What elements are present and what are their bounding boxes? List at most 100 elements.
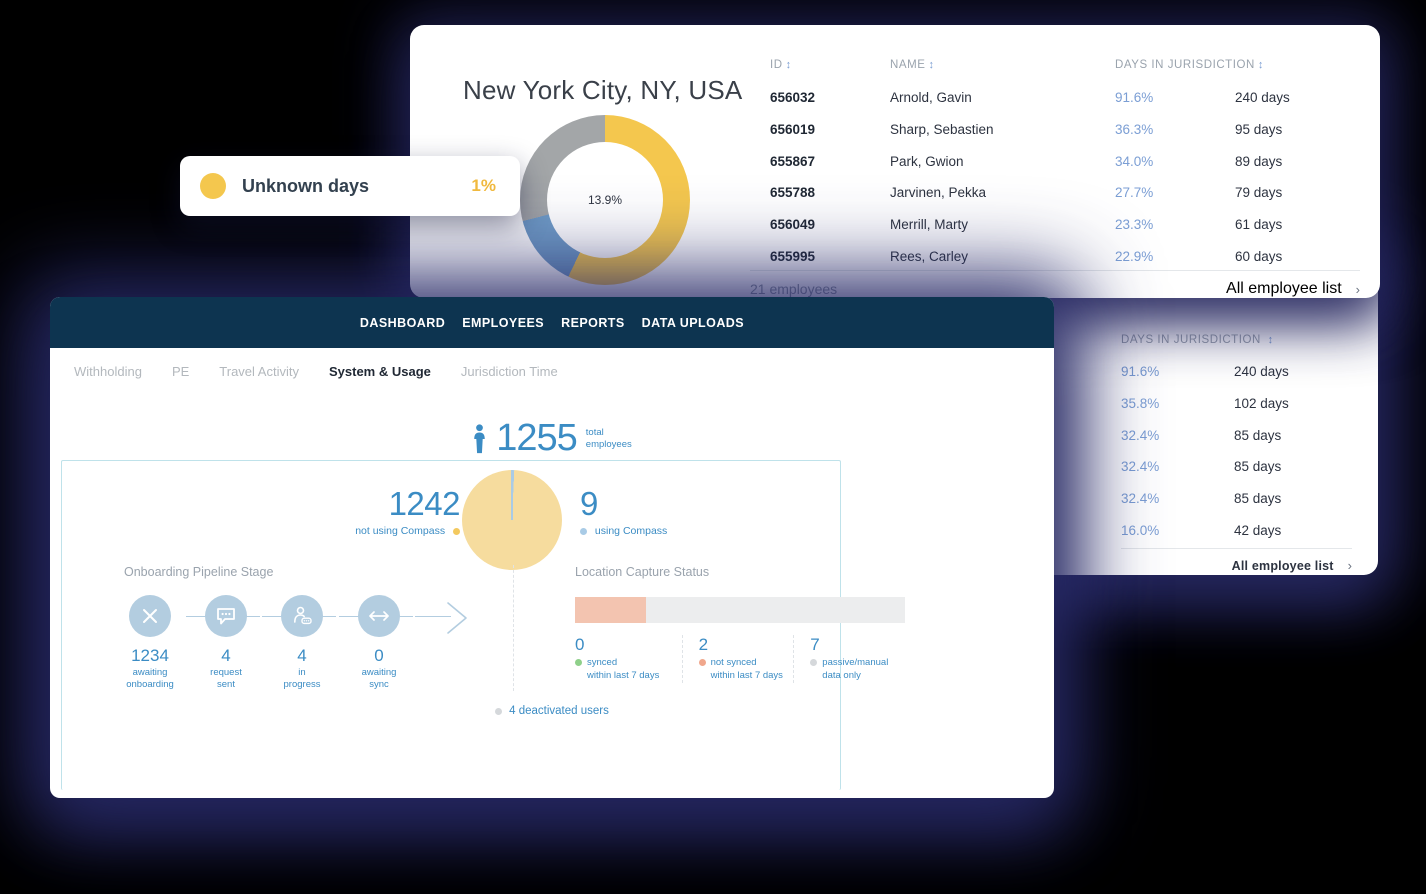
location-capture-bar-fill — [575, 597, 646, 623]
employee-name: Jarvinen, Pekka — [890, 185, 987, 201]
tab-pe[interactable]: PE — [171, 363, 190, 379]
employee-id: 656032 — [770, 90, 816, 105]
using-compass-number: 9 — [580, 485, 599, 522]
person-icon — [474, 423, 485, 453]
table-row[interactable]: 656049 Merrill, Marty 23.3% 61 days — [770, 214, 1360, 246]
nav-item-dashboard[interactable]: DASHBOARD — [359, 315, 446, 330]
nav-item-data-uploads[interactable]: DATA UPLOADS — [641, 315, 745, 330]
days-percent: 23.3% — [1115, 217, 1154, 233]
days-count: 85 days — [1234, 459, 1282, 475]
pipeline-stage-awaiting-sync[interactable]: 0 awaiting sync — [341, 595, 417, 692]
total-employees-label: total employees — [586, 427, 632, 451]
chevron-right-large-icon — [447, 602, 467, 634]
pipeline-stage-awaiting-onboarding[interactable]: 1234 awaiting onboarding — [112, 595, 188, 692]
table-footer: 21 employees All employee list › — [750, 270, 1360, 298]
capture-legend-line2: within last 7 days — [587, 669, 660, 681]
capture-legend-item: 2 not synced within last 7 days — [681, 635, 794, 683]
capture-legend-item: 0 synced within last 7 days — [575, 635, 682, 683]
pipeline-stage-list: 1234 awaiting onboarding 4 — [124, 595, 514, 710]
capture-legend-label: passive/manual data only — [810, 657, 895, 683]
chevron-right-icon[interactable]: › — [1347, 558, 1352, 573]
close-x-icon — [129, 595, 171, 637]
not-using-compass-label: not using Compass — [310, 525, 460, 537]
back-table-column-header[interactable]: DAYS IN JURISDICTION ↕ — [1121, 334, 1274, 346]
onboarding-pipeline-section: Onboarding Pipeline Stage 1234 awaiting … — [124, 565, 514, 710]
top-navigation-bar: DASHBOARD EMPLOYEES REPORTS DATA UPLOADS — [50, 297, 1054, 348]
tab-withholding[interactable]: Withholding — [74, 363, 142, 379]
sync-arrows-icon — [358, 595, 400, 637]
total-label-line1: total — [585, 426, 604, 438]
using-compass-label: using Compass — [580, 525, 760, 537]
employee-id: 655867 — [770, 153, 816, 169]
stage-label-line1: request — [210, 667, 242, 678]
stage-label-line2: sent — [217, 679, 235, 691]
sort-icon[interactable]: ↕ — [928, 59, 935, 71]
deactivated-users-row[interactable]: 4 deactivated users — [50, 705, 1054, 717]
using-compass-stat: 9 using Compass — [580, 485, 760, 537]
column-header-name-label: NAME — [890, 59, 926, 71]
days-count: 102 days — [1234, 395, 1289, 411]
table-row[interactable]: 35.8% 102 days — [1121, 393, 1371, 425]
column-header-days-in-jurisdiction[interactable]: DAYS IN JURISDICTION ↕ — [1115, 59, 1355, 87]
employee-name: Merrill, Marty — [890, 217, 968, 233]
all-employee-list-link[interactable]: All employee list — [1226, 280, 1342, 297]
employee-count: 21 employees — [750, 281, 838, 297]
tab-jurisdiction-time[interactable]: Jurisdiction Time — [460, 363, 558, 379]
system-usage-dashboard-panel: DASHBOARD EMPLOYEES REPORTS DATA UPLOADS Wi… — [50, 297, 1054, 798]
tab-system-usage[interactable]: System & Usage — [328, 363, 431, 379]
nav-item-employees[interactable]: EMPLOYEES — [462, 315, 545, 330]
nav-item-reports[interactable]: REPORTS — [561, 315, 625, 330]
location-capture-title: Location Capture Status — [575, 565, 710, 579]
compass-usage-pie-chart — [462, 470, 562, 570]
days-count: 89 days — [1235, 153, 1283, 169]
sort-icon[interactable]: ↕ — [1257, 59, 1264, 71]
employee-id: 655788 — [770, 185, 816, 201]
total-employees-stat: 1255 total employees — [50, 417, 1054, 460]
tooltip-label: Unknown days — [242, 175, 370, 196]
table-row[interactable]: 16.0% 42 days — [1121, 520, 1371, 552]
section-divider — [513, 565, 514, 691]
legend-dot-yellow-icon — [453, 527, 460, 535]
capture-legend-line1: passive/manual — [822, 657, 889, 668]
pipeline-stage-request-sent[interactable]: 4 request sent — [188, 595, 264, 692]
column-header-id[interactable]: ID ↕ — [770, 59, 890, 87]
employee-id: 655995 — [770, 248, 816, 264]
sort-icon[interactable]: ↕ — [1267, 334, 1274, 346]
all-employee-list-link[interactable]: All employee list — [1231, 558, 1334, 573]
pipeline-stage-in-progress[interactable]: 4 in progress — [264, 595, 340, 692]
location-capture-section: Location Capture Status 0 synced within la… — [575, 565, 905, 683]
stage-label-line1: in — [298, 667, 306, 678]
table-row[interactable]: 655788 Jarvinen, Pekka 27.7% 79 days — [770, 182, 1360, 214]
pipeline-connector — [415, 616, 451, 617]
column-header-days-label: DAYS IN JURISDICTION — [1115, 59, 1255, 71]
stage-label-line2: progress — [283, 679, 321, 691]
column-header-id-label: ID — [770, 59, 783, 71]
table-row[interactable]: 655995 Rees, Carley 22.9% 60 days — [770, 246, 1360, 278]
column-header-name[interactable]: NAME ↕ — [890, 59, 1115, 87]
total-label-line2: employees — [585, 438, 632, 450]
location-capture-legend: 0 synced within last 7 days 2 not synced with… — [575, 635, 905, 683]
legend-dot-blue-icon — [580, 527, 587, 535]
table-row[interactable]: 656019 Sharp, Sebastien 36.3% 95 days — [770, 119, 1360, 151]
chevron-right-icon[interactable]: › — [1355, 281, 1360, 297]
tab-travel-activity[interactable]: Travel Activity — [219, 363, 299, 379]
deactivated-users-label: 4 deactivated users — [509, 705, 609, 717]
compass-usage-section: 1242 not using Compass 9 using Compass — [50, 465, 1054, 575]
table-row[interactable]: 32.4% 85 days — [1121, 456, 1371, 488]
sort-icon[interactable]: ↕ — [785, 59, 792, 71]
usage-section-outline — [61, 460, 841, 790]
table-row[interactable]: 655867 Park, Gwion 34.0% 89 days — [770, 151, 1360, 183]
table-row[interactable]: 32.4% 85 days — [1121, 425, 1371, 457]
chart-tooltip: Unknown days 1% — [180, 156, 520, 216]
tab-bar: Withholding PE Travel Activity System & Usa… — [50, 348, 1054, 395]
days-percent: 36.3% — [1115, 121, 1154, 137]
table-row[interactable]: 656032 Arnold, Gavin 91.6% 240 days — [770, 87, 1360, 119]
table-body: 656032 Arnold, Gavin 91.6% 240 days 656019 Sh… — [770, 87, 1360, 278]
table-row[interactable]: 91.6% 240 days — [1121, 361, 1371, 393]
days-count: 85 days — [1234, 427, 1282, 443]
table-row[interactable]: 32.4% 85 days — [1121, 488, 1371, 520]
employee-name: Sharp, Sebastien — [890, 121, 994, 137]
stage-label: in progress — [264, 667, 340, 692]
not-using-compass-text: not using Compass — [355, 525, 446, 537]
